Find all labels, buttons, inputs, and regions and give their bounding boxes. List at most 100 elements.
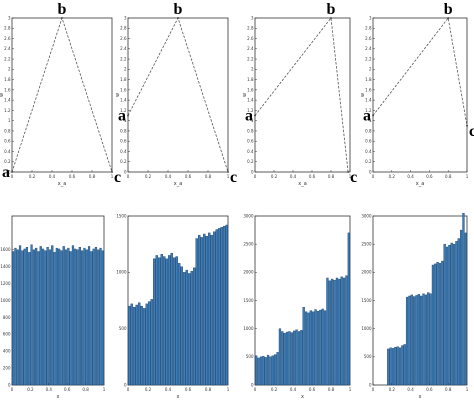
bar [153, 258, 156, 386]
x-tick-label: 0.2 [145, 174, 152, 179]
bar [431, 264, 435, 386]
bar [175, 256, 178, 386]
bar [340, 276, 343, 386]
subplot-4: 0 0.2 0.4 0.6 0.8 1 0 0.2 0.4 0.6 0.8 1 1.2 1.4 1.6 1.8… [360, 1, 474, 187]
bar [35, 247, 38, 386]
bar [150, 299, 153, 386]
y-tick-label: 2.8 [247, 26, 254, 31]
y-tick-label: 3000 [243, 213, 254, 218]
y-tick-label: 1.2 [247, 108, 254, 113]
y-tick-label: 800 [3, 315, 11, 320]
bar [415, 295, 418, 386]
bar [394, 347, 397, 386]
y-tick-label: 0.4 [4, 149, 11, 154]
bar [434, 263, 437, 386]
y-tick-label: 2 [251, 67, 254, 72]
y-tick-label: 1000 [243, 326, 254, 331]
bar [220, 227, 223, 386]
bar [160, 254, 163, 386]
bar [51, 245, 54, 386]
vertex-label-b: b [58, 1, 67, 18]
bar [48, 249, 52, 386]
bar [403, 344, 406, 386]
y-tick-label: 2.6 [247, 36, 254, 41]
bar [462, 212, 465, 386]
bar [210, 234, 213, 386]
bar [32, 249, 35, 386]
bar [213, 231, 216, 386]
bar [427, 292, 430, 386]
series-line [254, 16, 349, 173]
y-tick-label: 1500 [361, 298, 372, 303]
x-axis-label: x [419, 394, 422, 400]
series-line [11, 16, 113, 173]
bar [445, 246, 449, 386]
bar [283, 332, 286, 386]
bar [328, 280, 331, 386]
y-tick-label: 0 [369, 382, 372, 387]
bar [422, 293, 425, 386]
x-tick-label: 0 [254, 174, 257, 179]
bar [300, 330, 303, 386]
y-tick-label: 0 [8, 169, 11, 174]
bar [180, 266, 183, 386]
bar [25, 247, 29, 386]
bar [405, 296, 409, 386]
bar [39, 246, 42, 386]
bar [295, 329, 298, 386]
y-tick-label: 0.6 [365, 139, 372, 144]
bar [94, 247, 98, 386]
y-tick-label: 2.6 [365, 36, 372, 41]
vertex-label-c: c [469, 123, 474, 140]
bar [338, 278, 341, 386]
y-tick-label: 2.8 [120, 26, 127, 31]
bar [37, 251, 40, 386]
bar [83, 247, 86, 386]
series-line [372, 17, 468, 126]
y-tick-label: 0.6 [247, 139, 254, 144]
bar [391, 348, 395, 386]
subplot-6: 0 0.2 0.4 0.6 0.8 1 0 500 1000 1500 x [116, 213, 229, 400]
bar [143, 308, 146, 386]
y-tick-label: 0.2 [365, 159, 372, 164]
bar [99, 247, 102, 386]
bar [319, 309, 322, 386]
x-tick-label: 0.4 [165, 387, 172, 392]
bar [278, 328, 282, 386]
y-tick-label: 2.2 [365, 56, 372, 61]
plot-frame [11, 17, 113, 173]
x-axis-label: x_a [298, 181, 307, 187]
bar [148, 301, 151, 386]
y-tick-label: 600 [3, 332, 11, 337]
bar [452, 243, 456, 386]
x-tick-label: 0.6 [185, 174, 192, 179]
subplot-3: 0 0.2 0.4 0.6 0.8 1 0 0.2 0.4 0.6 0.8 1 1.2 1.4 1.6 1.8… [242, 1, 357, 187]
x-tick-label: 0.6 [69, 174, 76, 179]
x-tick-label: 0.6 [309, 174, 316, 179]
x-axis-label: x_a [58, 181, 67, 187]
y-tick-label: 0.8 [4, 128, 11, 133]
bar [342, 277, 346, 386]
y-tick-label: 1.8 [365, 77, 372, 82]
y-tick-label: 1 [124, 118, 127, 123]
y-tick-label: 0.8 [120, 128, 127, 133]
x-tick-label: 0.8 [445, 174, 452, 179]
bar [401, 345, 404, 386]
bar [67, 247, 70, 386]
y-tick-label: 1.4 [247, 98, 254, 103]
x-tick-label: 0.6 [426, 174, 433, 179]
bar [183, 272, 186, 386]
bar [255, 355, 258, 386]
vertex-point [372, 114, 374, 117]
bar [178, 263, 181, 386]
x-tick-label: 0.2 [271, 174, 278, 179]
x-tick-label: 0 [127, 174, 130, 179]
y-tick-label: 1.4 [120, 98, 127, 103]
x-tick-label: 1 [103, 387, 106, 392]
y-tick-label: 0.2 [247, 159, 254, 164]
y-tick-label: 0.4 [247, 149, 254, 154]
y-axis-label: w [115, 93, 121, 97]
bar [90, 251, 93, 386]
bar [12, 251, 15, 386]
